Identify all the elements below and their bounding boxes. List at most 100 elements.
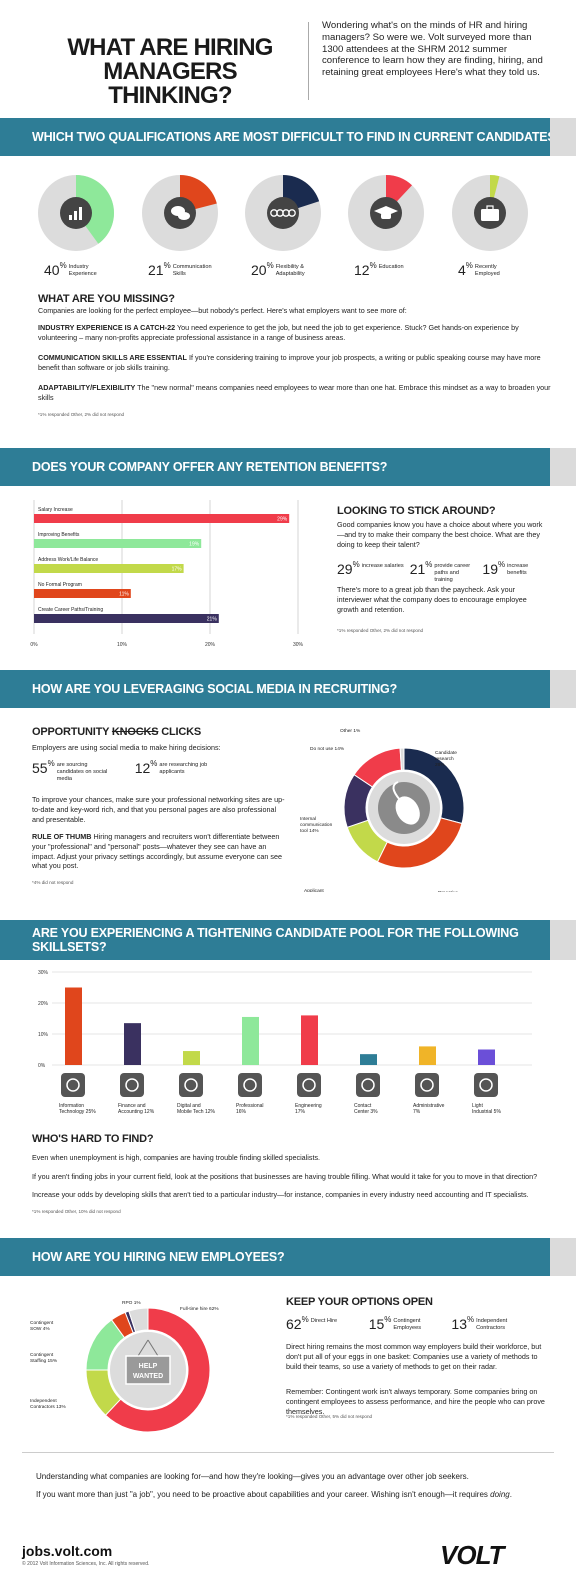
necktie-icon (238, 1073, 262, 1097)
briefcase-icon-glyph (481, 205, 499, 221)
paper-stack-icon-glyph (420, 1078, 434, 1092)
intro-text: Wondering what's on the minds of HR and … (322, 20, 543, 79)
stat-pct: 55% (32, 759, 55, 776)
hard-heading: WHO'S HARD TO FIND? (32, 1133, 154, 1145)
stat-label: increase salaries (361, 563, 404, 569)
section-1-heading-text: WHICH TWO QUALIFICATIONS ARE MOST DIFFIC… (32, 130, 563, 144)
qualification-pct: 12% (354, 261, 377, 278)
skillset-bar (478, 1049, 495, 1065)
stat-pct: 21% (409, 560, 433, 577)
bar-category-label: Create Career Paths/Training (38, 607, 103, 613)
stick-paragraph-1: Good companies know you have a choice ab… (337, 520, 543, 549)
retention-bar-chart: 0% 10% 20% 30% Salary Increase 29% Improving B… (30, 500, 304, 648)
stick-paragraph-2: There's more to a great job than the pay… (337, 585, 527, 614)
bar-value-label: 29% (277, 517, 288, 523)
sub-strike: KNOCKS (111, 726, 159, 738)
title-line-1: WHAT ARE HIRING (67, 34, 273, 61)
hard-paragraph-2: If you aren't finding jobs in your curre… (32, 1172, 538, 1181)
qualification-label-2: 20% Flexibility & Adaptability (251, 261, 316, 278)
donut-label: research (435, 756, 454, 762)
retention-stats: 29% increase salaries 21% provide career pa… (337, 560, 557, 583)
retention-bar (34, 614, 219, 623)
qualification-pct: 4% (458, 261, 473, 278)
opportunity-heading: OPPORTUNITY KNOCKS CLICKS (32, 726, 201, 738)
title-line-2: MANAGERS THINKING? (103, 58, 237, 109)
sign-line-2: WANTED (133, 1373, 163, 1380)
qualification-pie-3 (348, 175, 424, 251)
donut-label: Do not use 14% (310, 746, 345, 752)
donut-label: 28% (435, 762, 445, 768)
missing-paragraph-1: INDUSTRY EXPERIENCE IS A CATCH-22 You ne… (38, 323, 553, 343)
skillset-bar (360, 1054, 377, 1065)
missing-paragraph-3: ADAPTABILITY/FLEXIBILITY The "new normal… (38, 383, 553, 403)
section-3-heading: HOW ARE YOU LEVERAGING SOCIAL MEDIA IN R… (0, 670, 576, 708)
hard-paragraph-1: Even when unemployment is high, companie… (32, 1153, 321, 1162)
x-tick-label: 30% (293, 642, 304, 648)
s1-footnote: *1% responded Other, 2% did not respond (38, 412, 125, 417)
retention-bar (34, 514, 290, 523)
stat-item: 29% increase salaries (337, 560, 404, 583)
section-4-heading: ARE YOU EXPERIENCING A TIGHTENING CANDID… (0, 920, 576, 960)
options-heading: KEEP YOUR OPTIONS OPEN (286, 1296, 433, 1308)
stat-label: increase benefits (507, 563, 529, 576)
volt-logo: VOLT (440, 1540, 504, 1570)
bar-category-label: Salary Increase (38, 507, 73, 513)
skillset-label: Mobile Tech 12% (177, 1109, 216, 1115)
hard-paragraph-3: Increase your odds by developing skills … (32, 1190, 529, 1199)
skillset-bar (419, 1046, 436, 1065)
s3-footnote: *4% did not respond (32, 880, 74, 885)
box-icon-glyph (479, 1078, 493, 1092)
qualification-label-3: 12% Education (354, 261, 419, 278)
qualification-pie-4 (452, 175, 528, 251)
box-icon (474, 1073, 498, 1097)
donut-label: RPO 1% (122, 1300, 141, 1306)
p1-bold: INDUSTRY EXPERIENCE IS A CATCH-22 (38, 323, 176, 332)
stat-item: 21% provide career paths and training (409, 560, 477, 583)
bar-category-label: Address Work/Life Balance (38, 557, 98, 563)
y-tick-label: 20% (38, 1001, 49, 1007)
options-paragraph-1: Direct hiring remains the most common wa… (286, 1342, 542, 1371)
necktie-icon-glyph (243, 1078, 257, 1092)
skillset-label: Accounting 12% (118, 1109, 155, 1115)
qualification-label-4: 4% Recently Employed (458, 261, 515, 278)
donut-label: tool 14% (300, 828, 319, 834)
qualification-pct: 21% (148, 261, 171, 278)
power-icon-glyph (66, 1078, 80, 1092)
donut-label: Other 1% (340, 728, 361, 734)
stat-item: 55% are sourcing candidates on social med… (32, 759, 115, 782)
line-chart-icon (120, 1073, 144, 1097)
donut-segment (399, 747, 405, 771)
stat-item: 19% increase benefits (482, 560, 549, 583)
s2-footnote: *1% responded Other, 2% did not respond (337, 628, 424, 633)
stat-label: Contingent Employees (393, 1318, 422, 1331)
bar-value-label: 11% (119, 592, 129, 598)
qualification-label-0: 40% Industry Experience (44, 261, 109, 278)
qualification-pct: 20% (251, 261, 274, 278)
skillset-label: Digital and (177, 1103, 201, 1109)
stat-label: Direct Hire (310, 1318, 338, 1324)
donut-label: Contingent (30, 1320, 54, 1326)
donut-label: Full-time hire 62% (180, 1306, 219, 1312)
social-stats: 55% are sourcing candidates on social med… (32, 759, 302, 782)
power-icon (61, 1073, 85, 1097)
skillset-label: Engineering (295, 1103, 322, 1109)
stat-label: provide career paths and training (434, 563, 471, 583)
stat-pct: 15% (368, 1315, 392, 1332)
qualification-pie-1 (142, 175, 218, 251)
help-wanted-sign-icon (125, 1355, 171, 1385)
donut-label: Candidate (435, 750, 457, 756)
skillset-label: Technology 25% (59, 1109, 96, 1115)
site-link[interactable]: jobs.volt.com (22, 1543, 113, 1559)
donut-label: Contingent (30, 1352, 54, 1358)
skillset-label: 7% (413, 1109, 421, 1115)
skillset-bar (124, 1023, 141, 1065)
skillset-label: Industrial 5% (472, 1109, 501, 1115)
donut-label: Contractors 13% (30, 1404, 66, 1410)
p1-text: You need experience to get the job, but … (38, 323, 519, 342)
missing-heading: WHAT ARE YOU MISSING? (38, 293, 175, 305)
closing-p2-text: If you want more than just "a job", you … (36, 1490, 491, 1499)
stat-label: Independent Contractors (476, 1318, 508, 1331)
hiring-stats: 62% Direct Hire 15% Contingent Employees 13%… (286, 1315, 556, 1332)
qualification-pct: 40% (44, 261, 67, 278)
paper-stack-icon (415, 1073, 439, 1097)
